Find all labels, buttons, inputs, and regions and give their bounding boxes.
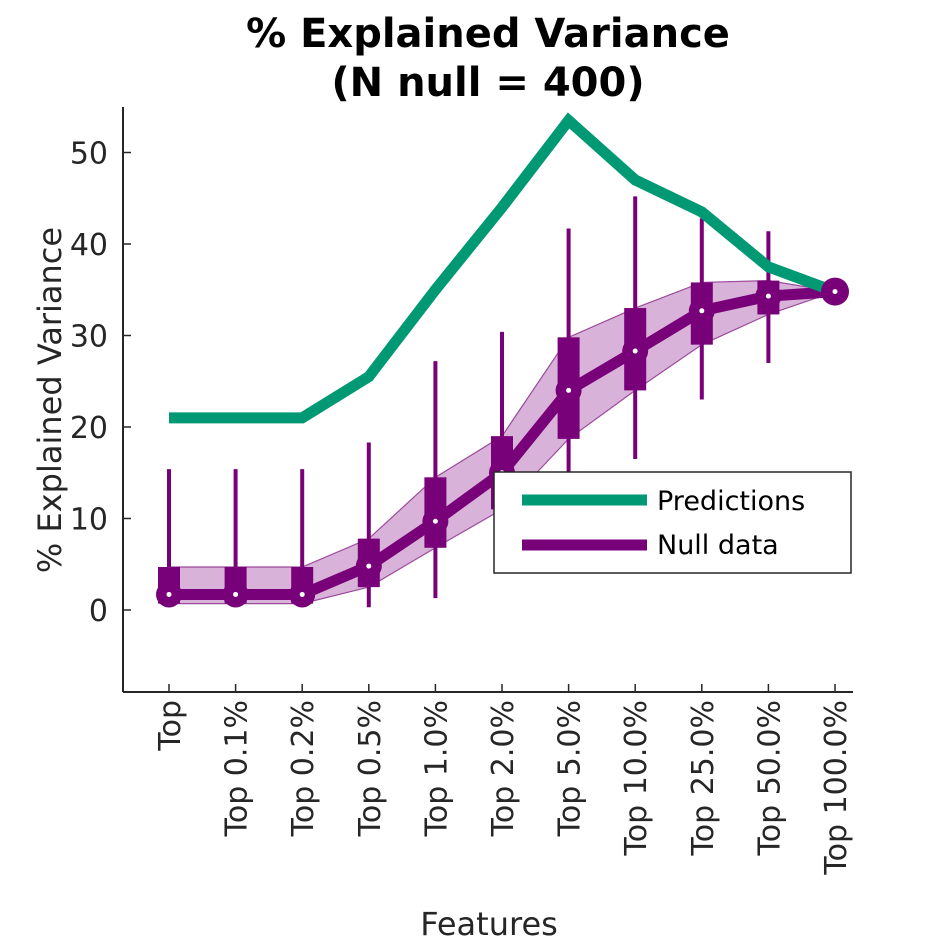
null-median-dot: [366, 563, 372, 569]
null-median-dot: [699, 308, 705, 314]
legend-box: [493, 471, 852, 574]
legend: Predictions Null data: [493, 471, 852, 574]
y-tick-label: 10: [70, 503, 108, 538]
x-tick-label: Top 0.5%: [353, 700, 388, 837]
x-tick-label: Top 0.2%: [286, 700, 321, 837]
null-median-dot: [299, 591, 305, 597]
x-tick-label: Top 2.0%: [486, 700, 521, 837]
null-median-dot: [233, 591, 239, 597]
null-median-dot: [166, 591, 172, 597]
y-tick-label: 0: [89, 594, 108, 629]
legend-label-null-data: Null data: [657, 530, 779, 561]
null-median-dot: [566, 387, 572, 393]
null-median-dot: [765, 293, 771, 299]
y-ticks: 0 10 20 30 40 50: [70, 137, 131, 629]
null-median-dot: [432, 518, 438, 524]
predictions-line: [169, 112, 837, 424]
null-median-dot: [632, 348, 638, 354]
x-tick-label: Top 100.0%: [819, 700, 854, 876]
y-tick-label: 50: [70, 137, 108, 172]
null-median-dot-last: [832, 289, 838, 295]
chart-title-line2: (N null = 400): [331, 60, 644, 106]
x-tick-label: Top 50.0%: [752, 700, 787, 856]
x-tick-label: Top 5.0%: [553, 700, 588, 837]
x-tick-label: Top 1.0%: [419, 700, 454, 837]
x-tick-label: Top 25.0%: [686, 700, 721, 856]
x-tick-label: Top 0.1%: [220, 700, 255, 837]
y-axis-label: % Explained Variance: [31, 227, 69, 573]
x-ticks: Top Top 0.1% Top 0.2% Top 0.5% Top 1.0% Top 2…: [153, 684, 854, 876]
legend-label-predictions: Predictions: [657, 486, 805, 517]
y-tick-label: 20: [70, 411, 108, 446]
x-tick-label: Top 10.0%: [619, 700, 654, 856]
x-axis-label: Features: [420, 905, 558, 943]
y-tick-label: 40: [70, 228, 108, 263]
x-tick-label: Top: [153, 700, 188, 752]
chart-title-line1: % Explained Variance: [246, 11, 730, 57]
y-tick-label: 30: [70, 320, 108, 355]
